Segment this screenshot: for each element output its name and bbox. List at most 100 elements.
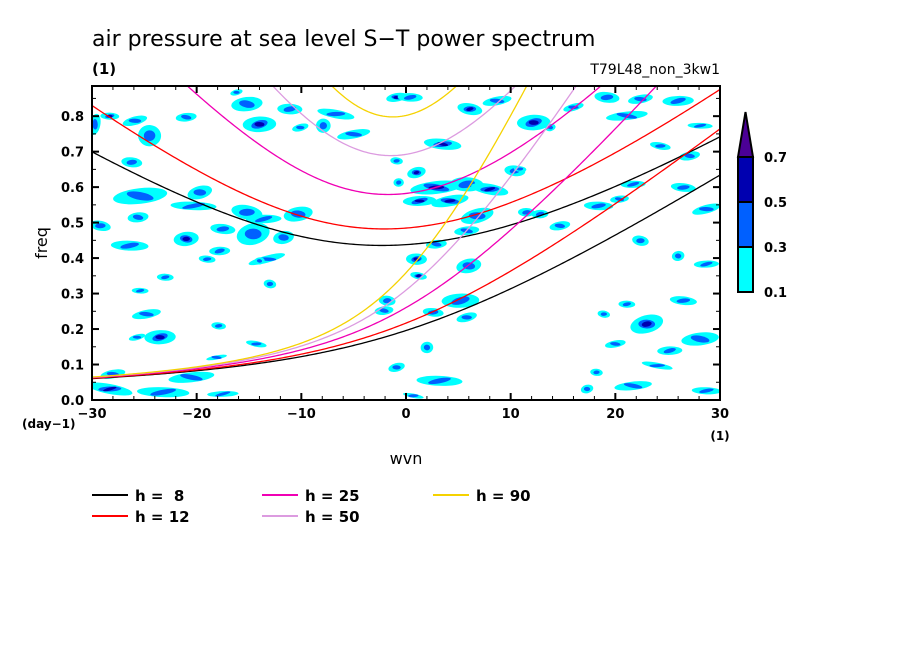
contour-level-0.3 [600, 94, 614, 101]
contour-region [231, 96, 263, 112]
contour-region [416, 375, 463, 386]
y-tick-label: 0.4 [61, 252, 84, 267]
contour-region [681, 332, 719, 346]
contour-region [245, 214, 282, 224]
colorbar-segment [737, 156, 754, 203]
contour-level-0.3 [326, 111, 346, 117]
x-tick-label: −10 [287, 407, 316, 422]
y-tick-label: 0.8 [61, 110, 84, 125]
contour-region [410, 272, 427, 280]
contour-level-0.3 [128, 118, 142, 123]
contour-region [137, 387, 190, 398]
contour-region [423, 138, 462, 150]
contour-level-0.3 [150, 388, 177, 396]
run-label: T79L48_non_3kw1 [589, 62, 720, 78]
contour-level-0.3 [554, 223, 566, 228]
contour-level-0.5 [466, 107, 474, 111]
contour-region [614, 381, 652, 391]
contour-level-0.3 [649, 364, 666, 368]
contour-region [407, 166, 426, 179]
contour-region [263, 279, 277, 289]
y-tick-label: 0.3 [61, 288, 84, 303]
contour-region [337, 129, 371, 140]
x-axis-units: (1) [710, 429, 729, 443]
colorbar-label: 0.5 [764, 196, 787, 211]
contour-level-0.5 [182, 236, 190, 242]
contour-region [671, 250, 685, 261]
contour-region [679, 151, 700, 161]
contour-region [206, 354, 227, 361]
legend-item: h = 50 [262, 508, 360, 526]
contour-level-0.3 [92, 118, 98, 130]
contour-region [605, 339, 626, 348]
contour-level-0.3 [458, 180, 475, 189]
contour-region [583, 201, 614, 211]
contour-level-0.3 [431, 241, 442, 247]
contour-level-0.3 [616, 112, 638, 119]
dispersion-curve-h90-lower [92, 86, 528, 378]
contour-region [132, 309, 161, 320]
contour-level-0.3 [610, 342, 621, 346]
contour-level-0.5 [484, 187, 496, 192]
legend-item: h = 8 [92, 487, 184, 505]
chart-subtitle: (1) [92, 60, 116, 78]
chart-title: air pressure at sea level S−T power spec… [92, 27, 595, 52]
contour-region [209, 246, 231, 256]
contour-level-0.3 [699, 206, 714, 212]
contour-level-0.5 [444, 199, 456, 203]
colorbar-segment [737, 201, 754, 248]
contour-region [657, 346, 683, 355]
contour-region [198, 255, 216, 263]
contour-level-0.3 [239, 100, 255, 108]
x-tick-label: −30 [78, 407, 107, 422]
contour-level-0.3 [622, 302, 631, 307]
y-tick-label: 0.6 [61, 181, 84, 196]
legend-item: h = 12 [92, 508, 190, 526]
contour-region [292, 123, 309, 132]
contour-level-0.3 [404, 94, 417, 100]
contour-level-0.3 [143, 130, 156, 141]
contour-region [420, 341, 434, 354]
contour-level-0.3 [266, 281, 274, 287]
contour-region [590, 368, 603, 376]
contour-level-0.3 [591, 203, 606, 209]
contour-level-0.3 [392, 365, 401, 370]
contour-level-0.3 [255, 215, 273, 223]
contour-region [662, 95, 694, 106]
legend: h = 8 h = 12 h = 25 h = 50 h = 90 [92, 487, 531, 526]
plot-frame [91, 85, 721, 401]
dispersion-curve-h90-upper [330, 86, 458, 118]
contour-region [273, 230, 294, 245]
contour-level-0.3 [670, 97, 686, 105]
contour-region [580, 384, 594, 394]
contour-region [211, 322, 226, 330]
contour-level-0.3 [423, 344, 431, 351]
contour-region [121, 157, 143, 168]
contour-level-0.3 [600, 312, 607, 316]
contour-region [187, 185, 213, 200]
contour-region [618, 300, 636, 308]
y-tick-label: 0.0 [61, 394, 84, 409]
contour-level-0.3 [256, 259, 263, 263]
x-tick-label: 30 [711, 407, 729, 422]
legend-label: h = 50 [305, 508, 360, 526]
dispersion-curve-h12-upper [92, 88, 720, 230]
contour-region [549, 221, 571, 231]
y-tick-labels: 0.0 0.1 0.2 0.3 0.4 0.5 0.6 0.7 0.8 [61, 110, 84, 409]
contour-level-0.3 [161, 275, 170, 280]
contour-region [122, 115, 148, 127]
colorbar: 0.1 0.3 0.5 0.7 [736, 111, 787, 301]
contour-level-0.5 [641, 321, 652, 327]
legend-label: h = 12 [135, 508, 190, 526]
contour-region [156, 273, 174, 281]
contour-level-0.3 [345, 131, 362, 137]
dispersion-curve-h8-lower [92, 174, 720, 380]
x-tick-label: 10 [502, 407, 520, 422]
colorbar-segment [737, 246, 754, 293]
contour-region [650, 141, 671, 150]
contour-region [374, 306, 394, 315]
contour-region [92, 382, 133, 396]
contour-region [670, 183, 696, 192]
contour-level-0.3 [684, 153, 695, 159]
